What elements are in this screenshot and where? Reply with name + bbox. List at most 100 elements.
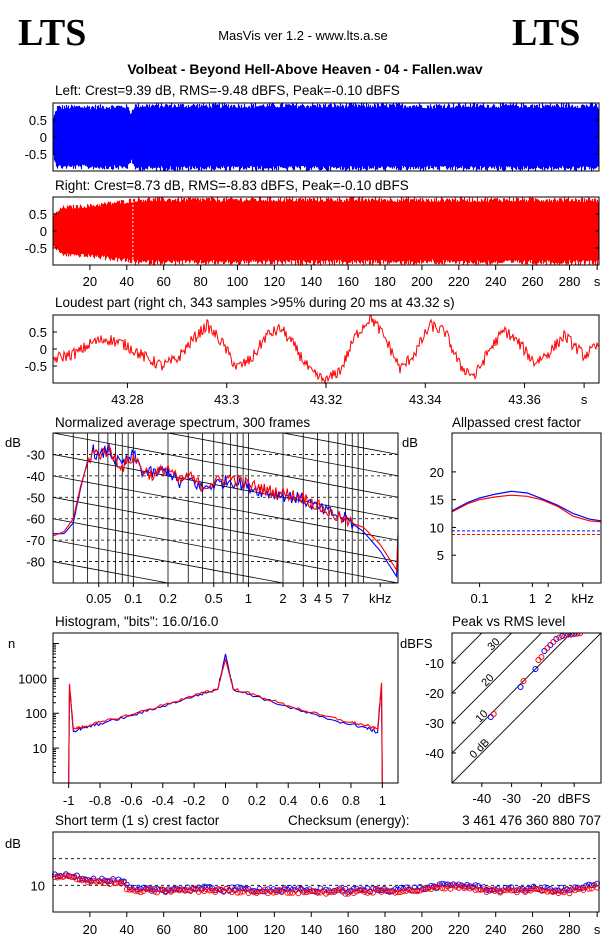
spectrum-slope-line [53,262,398,326]
short-term-point-right [303,889,310,896]
short-term-xtick-label: 220 [448,922,470,937]
peak-rms-ytick-label: -20 [425,686,444,701]
short-term-point-right [544,888,551,895]
short-term-point-right [516,886,523,893]
short-term-xtick-label: 60 [156,922,170,937]
short-term-point-left [461,883,468,890]
short-term-point-right [353,888,360,895]
right-waveform-xtick-label: 120 [263,274,285,289]
short-term-point-right [359,887,365,894]
short-term-point-right [190,886,197,893]
left-waveform-group: 0.5 0 -0.5 [25,103,600,171]
short-term-point-right [118,880,125,887]
histogram-xtick-label: 0.6 [311,793,329,808]
spectrum-slope-line [53,539,286,583]
short-term-point-right [281,886,288,893]
short-term-point-right [361,889,368,895]
short-term-point-left [561,887,567,894]
short-term-point-right [99,879,105,885]
short-term-point-right [550,889,556,895]
short-term-point-right [193,885,199,892]
short-term-point-right [325,889,332,896]
right-waveform-ytick-label: -0.5 [25,241,47,256]
short-term-xtick-label: 40 [120,922,134,937]
short-term-point-right [204,886,210,893]
short-term-point-right [93,878,100,885]
short-term-point-right [469,883,476,890]
left-waveform-frame [52,102,600,172]
right-waveform-frame [52,196,600,266]
loudest-part-group: 0.5 0 -0.5 43.28 43.3 43.32 43.34 43.36 s [25,314,600,407]
short-term-point-right [439,885,446,892]
short-term-point-right [569,886,576,893]
left-waveform-signal [52,103,600,171]
spectrum-slope-line [53,561,171,583]
spectrum-ylabel: dB [5,435,21,450]
short-term-point-right [135,888,141,895]
short-term-point-right [182,888,188,894]
peak-rms-ytick-label: -10 [425,656,444,671]
short-term-point-right [170,887,177,893]
spectrum-ytick-label: -30 [26,447,45,462]
logo-left: LTS [18,12,86,54]
short-term-point-right [392,889,399,896]
peak-rms-crest-label: 30 [485,636,502,653]
loudest-part-xtick-label: s [581,392,588,407]
short-term-xtick-label: 260 [522,922,544,937]
spectrum-slope-line [53,454,398,520]
short-term-point-right [397,889,404,895]
short-term-point-right [447,886,454,892]
short-term-point-right [372,886,379,893]
peak-rms-crest-line [452,633,483,664]
spectrum-ytick-label: -50 [26,490,45,505]
histogram-xtick-label: -0.2 [183,793,205,808]
histogram-xtick-label: -0.6 [120,793,142,808]
spectrum-frame [52,432,399,584]
short-term-point-right [461,885,468,892]
spectrum-ytick-label: -80 [26,555,45,570]
crest-factor-ytick-label: 10 [430,520,444,535]
short-term-xtick-label: 200 [411,922,433,937]
short-term-point-right [555,890,562,896]
short-term-point-right [541,887,548,894]
short-term-point-right [87,878,94,885]
short-term-point-right [176,887,183,894]
short-term-point-right [267,888,274,895]
right-waveform-xtick-label: 280 [559,274,581,289]
short-term-point-right [547,888,553,895]
histogram-xtick-label: 0 [222,793,229,808]
short-term-point-right [558,888,565,895]
short-term-point-right [295,890,302,897]
short-term-point-right [417,887,423,894]
short-term-point-right [408,888,415,894]
histogram-xtick-label: -0.8 [89,793,111,808]
short-term-point-right [115,879,122,886]
file-title: Volbeat - Beyond Hell-Above Heaven - 04 … [127,61,482,77]
short-term-point-left [444,881,451,888]
spectrum-slope-line [280,433,398,455]
peak-rms-crest-line [452,633,601,783]
short-term-point-right [234,889,241,896]
short-term-point-right [198,887,205,893]
right-waveform-xtick-label: 200 [411,274,433,289]
short-term-point-left [566,887,573,894]
short-term-point-right [201,888,208,895]
short-term-point-right [104,877,111,884]
short-term-point-right [287,890,293,896]
spectrum-xtick-label: 4 [314,591,321,606]
histogram-ytick-label: 1000 [18,671,47,686]
short-term-point-right [226,888,233,894]
short-term-point-right [54,874,61,881]
short-term-point-right [242,886,249,893]
peak-rms-point-left [547,642,554,648]
loudest-part-ytick-label: -0.5 [25,359,47,374]
short-term-crest-group: 10 20 40 60 80 100 120 140 160 180 200 220 240 260 280… [31,858,601,937]
peak-rms-point-left [541,648,548,654]
peak-rms-title: Peak vs RMS level [452,614,565,629]
short-term-point-left [74,872,80,879]
short-term-point-right [328,889,335,895]
short-term-xtick-label: 80 [193,922,207,937]
spectrum-slope-line [53,475,398,541]
spectrum-ytick-label: -70 [26,533,45,548]
histogram-ytick-label: 100 [25,706,47,721]
